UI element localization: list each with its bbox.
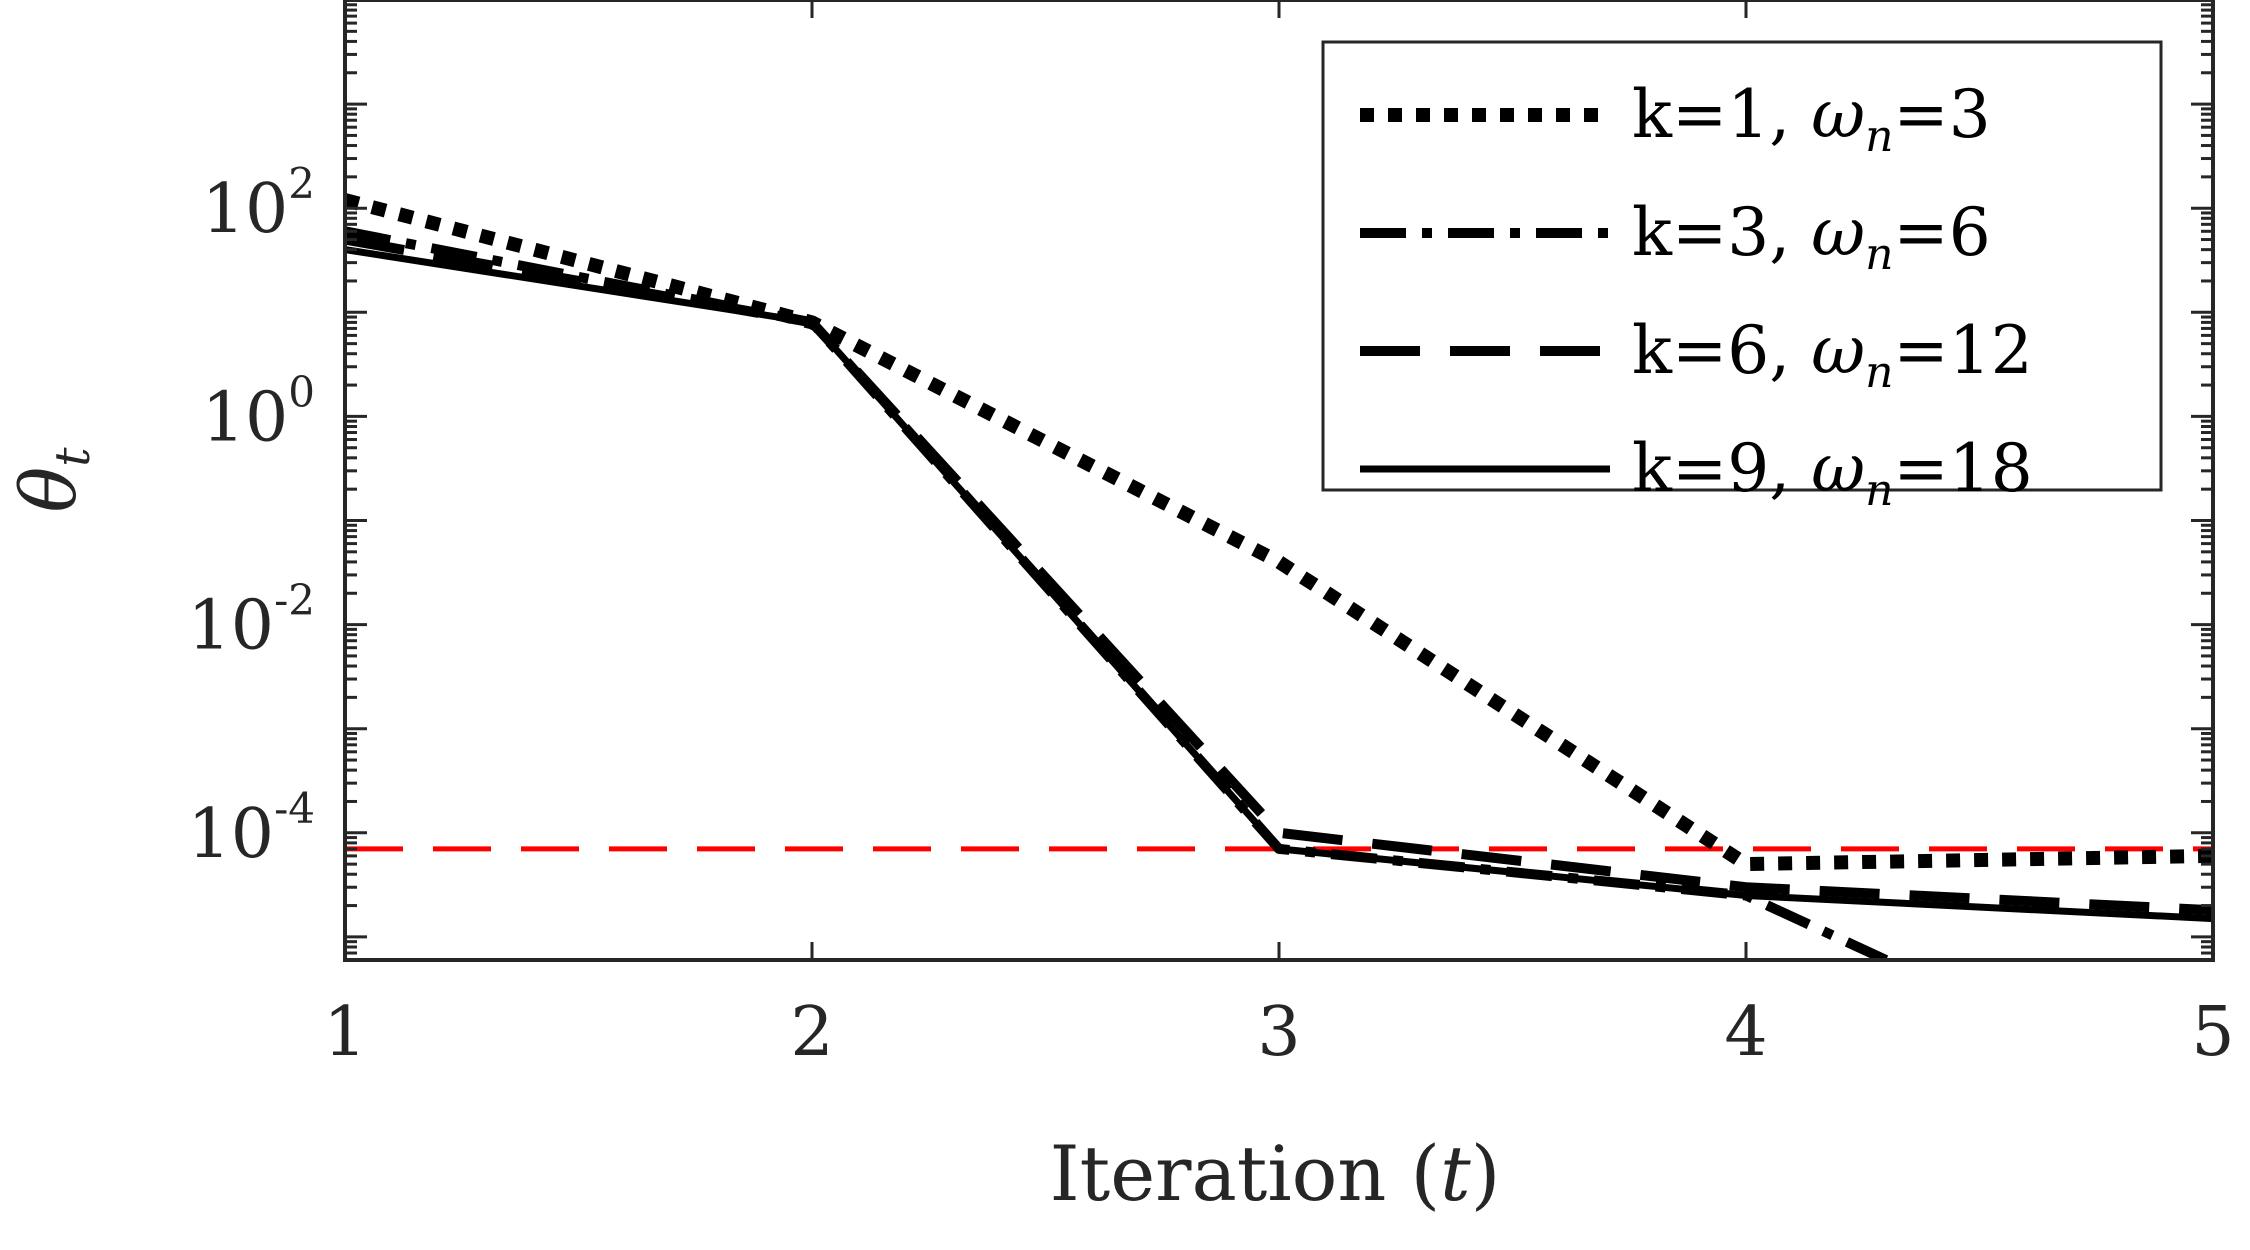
x-tick-label: 1: [323, 993, 366, 1072]
legend-label-1: k=1, ωn=3: [1632, 76, 1991, 162]
legend-label-4: k=9, ωn=18: [1632, 430, 2033, 516]
legend: k=1, ωn=3 k=3, ωn=6 k=6, ωn=12 k=9, ωn=18: [1321, 40, 2163, 516]
plot-lines: [345, 193, 2213, 960]
x-axis-title: Iteration (t): [1050, 1129, 1501, 1218]
y-axis-title-symbol: θ: [4, 467, 93, 513]
series-line-4: [345, 246, 2213, 923]
x-tick-label: 2: [790, 993, 833, 1072]
legend-items: k=1, ωn=3 k=3, ωn=6 k=6, ωn=12 k=9, ωn=18: [1360, 76, 2033, 516]
legend-label-3: k=6, ωn=12: [1632, 312, 2033, 398]
svg-text:θt: θt: [4, 447, 101, 513]
legend-label-2: k=3, ωn=6: [1632, 194, 1991, 280]
x-tick-label: 4: [1724, 993, 1767, 1072]
y-axis: 102 100 10-2 10-4: [188, 0, 2213, 962]
x-axis: 1 2 3 4 5: [323, 0, 2235, 1072]
series-line-1: [345, 193, 2213, 872]
y-tick-label: 100: [202, 367, 315, 457]
y-tick-label: 10-2: [188, 576, 315, 666]
x-axis-title-text: Iteration: [1050, 1129, 1387, 1218]
x-tick-label: 5: [2191, 993, 2234, 1072]
y-tick-label: 10-4: [188, 784, 315, 874]
x-axis-title-var: t: [1440, 1129, 1471, 1218]
y-tick-label: 102: [202, 159, 315, 249]
series-group: [345, 193, 2213, 960]
legend-box: [1321, 40, 2163, 492]
y-axis-title-sub: t: [45, 447, 101, 467]
y-axis-title: θt: [4, 447, 101, 513]
x-tick-label: 3: [1257, 993, 1300, 1072]
